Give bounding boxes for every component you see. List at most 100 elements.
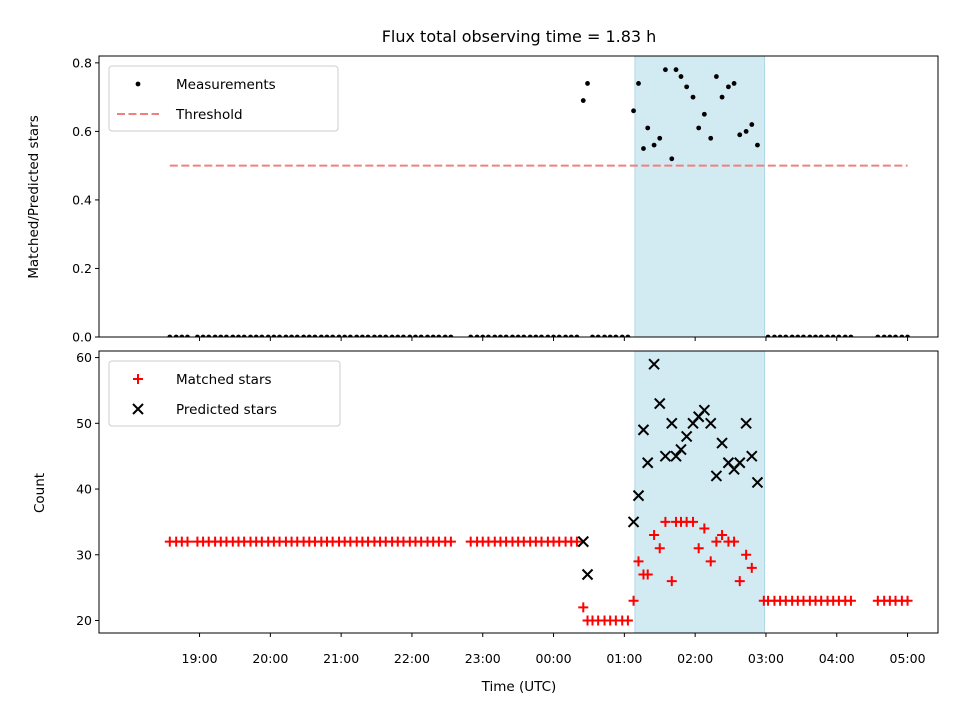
bottom-x-tick-label: 23:00 [465,651,501,666]
measurements-point [259,334,265,337]
matched-stars-point [649,530,660,541]
matched-stars-point [717,530,728,541]
measurements-point [830,334,836,337]
measurements-point [312,334,318,337]
measurements-point [377,334,383,337]
matched-stars-point [711,536,722,547]
measurements-point [783,334,789,337]
predicted-stars-point [648,358,660,370]
measurements-point [580,98,586,103]
top-y-tick-label: 0.6 [72,124,92,139]
measurements-point [200,334,206,337]
measurements-point [301,334,307,337]
x-axis-label: Time (UTC) [481,679,557,695]
measurements-point [515,334,521,337]
measurements-point [789,334,795,337]
predicted-stars-point [642,457,654,469]
predicted-stars-point [577,535,589,548]
bottom-x-tick-label: 04:00 [819,651,855,666]
bottom-y-tick-label: 20 [76,613,92,628]
measurements-point [807,334,813,337]
measurements-point [359,334,365,337]
measurements-point [684,84,690,90]
measurements-point [492,334,498,337]
measurements-point [657,135,663,141]
measurements-point [436,334,442,337]
measurements-point [678,74,684,79]
measurements-point [212,334,218,337]
measurements-point [673,67,679,73]
matched-stars-point [182,536,193,547]
measurements-point [755,142,760,148]
predicted-stars-point [637,424,650,436]
measurements-point [372,334,377,337]
matched-stars-legend-label: Matched stars [176,372,272,388]
measurements-point [277,334,282,337]
top-y-tick-label: 0.2 [72,261,92,276]
measurements-point [347,334,353,337]
measurements-point [425,334,430,337]
predicted-stars-point [666,417,678,430]
predicted-stars-point [670,450,682,462]
measurements-point [887,334,893,337]
measurements-point [442,334,448,337]
bottom-x-tick-label: 19:00 [182,651,218,666]
measurements-point [749,122,755,127]
measurements-point [218,334,224,337]
measurements-point [354,334,360,337]
matched-stars-point [845,595,856,606]
measurements-point [663,67,668,73]
measurements-point [899,334,905,337]
bottom-data-layer [164,358,913,626]
measurements-point [468,334,474,337]
measurements-point [585,81,590,86]
matched-stars-point [746,562,757,573]
matched-stars-point [705,556,716,567]
measurements-point [645,125,651,131]
measurements-point [527,334,533,337]
matched-stars-point [654,543,665,554]
measurements-point [510,334,515,337]
measurements-point [474,334,480,337]
measurements-point [283,334,289,337]
measurements-point [533,334,539,337]
measurements-point [389,334,395,337]
measurements-point [893,334,898,337]
measurements-point [881,334,887,337]
matched-stars-point [666,576,677,587]
measurements-point [413,334,418,337]
measurements-point [641,146,646,151]
measurements-point [173,334,179,337]
measurements-point [179,334,185,337]
measurements-point [726,84,731,90]
predicted-stars-point [705,417,717,430]
predicted-stars-point [654,397,666,410]
measurements-point [708,135,714,141]
threshold-legend-label: Threshold [175,107,243,123]
bottom-shaded-span [634,350,766,634]
bottom-legend: Matched stars Predicted stars [108,360,341,427]
bottom-x-tick-label: 22:00 [394,651,430,666]
matched-stars-point [729,536,740,547]
measurements-point [271,334,277,337]
bottom-x-tick-label: 00:00 [536,651,572,666]
measurements-point [825,334,830,337]
measurements-point [318,334,324,337]
predicted-stars-point [751,476,764,489]
measurements-point [224,334,229,337]
measurements-point [813,334,818,337]
measurements-point [651,142,657,148]
measurements-point [743,128,749,134]
measurements-point [545,334,551,337]
measurements-point [619,334,625,337]
measurements-point [772,334,777,337]
measurements-point [595,334,601,337]
predicted-stars-point [710,470,723,482]
measurements-point [777,334,783,337]
matched-stars-point [660,516,671,527]
measurements-point [253,334,259,337]
matched-stars-point [571,536,582,547]
measurements-point [503,334,509,337]
measurements-point [418,334,424,337]
